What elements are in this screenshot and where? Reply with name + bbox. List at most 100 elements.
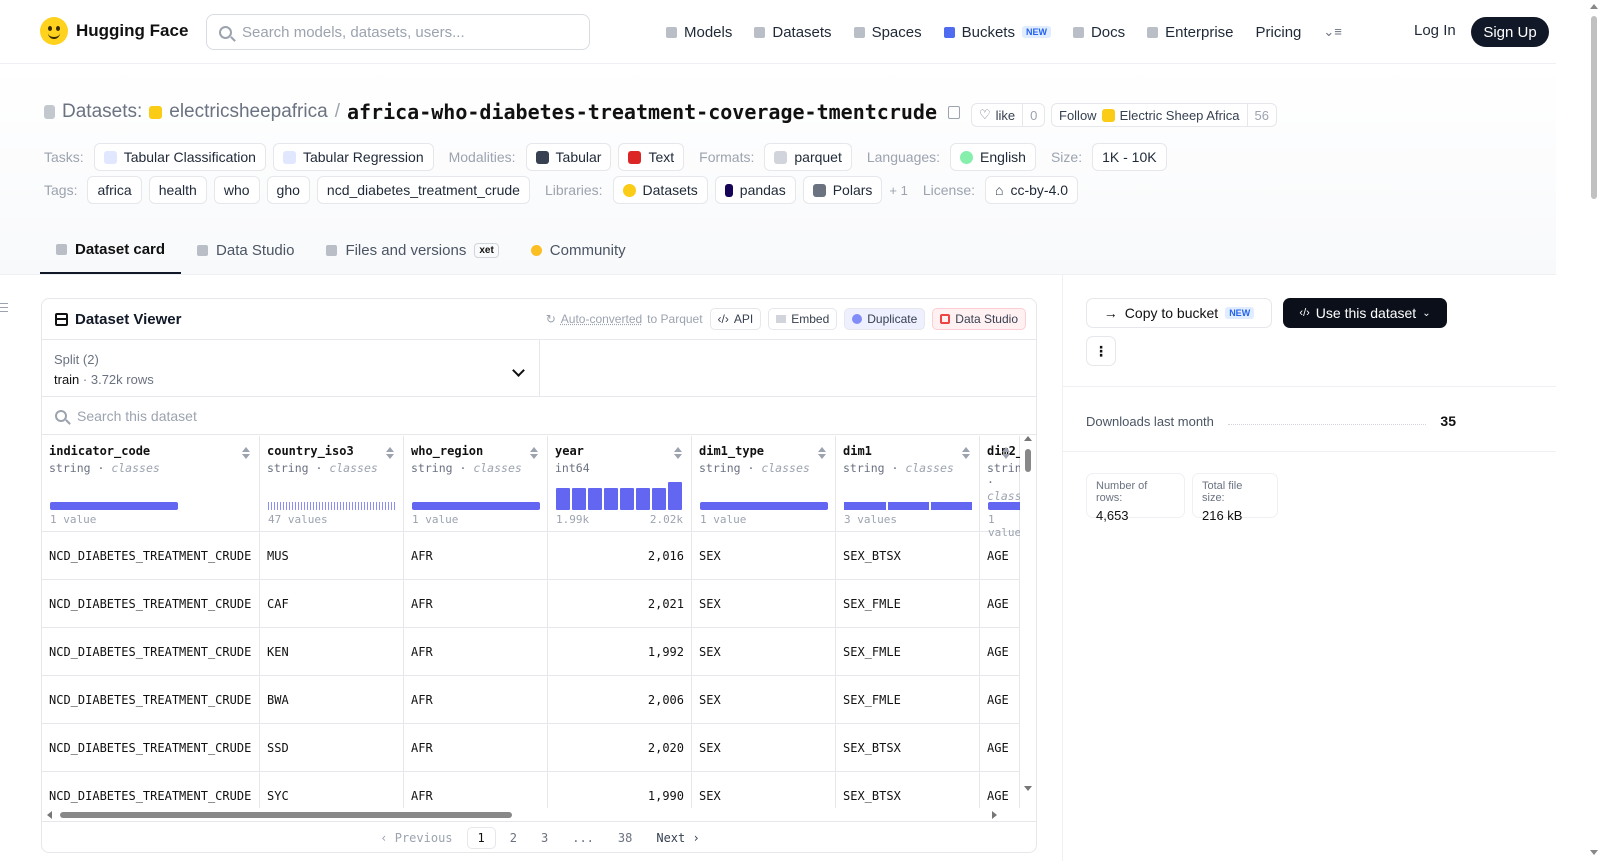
histogram-bar[interactable]	[636, 488, 650, 510]
page-button[interactable]: 1	[466, 827, 496, 849]
table-cell[interactable]: AGE	[980, 580, 1019, 628]
table-cell[interactable]: 2,006	[548, 676, 691, 724]
embed-button[interactable]: Embed	[768, 308, 838, 330]
language-tag[interactable]: English	[950, 143, 1036, 171]
table-cell[interactable]: NCD_DIABETES_TREATMENT_CRUDE	[42, 772, 259, 808]
table-cell[interactable]: AGE	[980, 532, 1019, 580]
column-header[interactable]: who_region string · classes 1 value	[404, 436, 547, 532]
tag-item[interactable]: who	[213, 176, 260, 204]
task-tag[interactable]: Tabular Regression	[272, 143, 434, 171]
sort-icon[interactable]	[962, 447, 970, 459]
tab-files[interactable]: Files and versions xet	[310, 226, 514, 274]
table-cell[interactable]: 1,990	[548, 772, 691, 808]
table-cell[interactable]: AGE	[980, 724, 1019, 772]
category-bar[interactable]	[931, 502, 972, 510]
next-page-button[interactable]: Next ›	[656, 831, 700, 845]
value-distribution-bar[interactable]	[988, 502, 1020, 510]
split-dropdown[interactable]: Split (2) train · 3.72k rows	[42, 340, 540, 396]
table-cell[interactable]: NCD_DIABETES_TREATMENT_CRUDE	[42, 628, 259, 676]
table-cell[interactable]: SEX	[692, 628, 835, 676]
data-studio-button[interactable]: Data Studio	[932, 308, 1026, 330]
value-distribution-bar[interactable]	[700, 502, 828, 510]
sort-icon[interactable]	[1002, 447, 1010, 459]
table-cell[interactable]: SSD	[260, 724, 403, 772]
tag-item[interactable]: ncd_diabetes_treatment_crude	[316, 176, 530, 204]
tab-community[interactable]: Community	[515, 226, 642, 274]
logo[interactable]: Hugging Face	[40, 17, 188, 45]
nav-spaces[interactable]: Spaces	[853, 24, 922, 41]
histogram-bar[interactable]	[588, 488, 602, 510]
histogram-bar[interactable]	[604, 488, 618, 510]
tab-data-studio[interactable]: Data Studio	[181, 226, 310, 274]
value-distribution-bar[interactable]	[50, 502, 178, 510]
column-header[interactable]: indicator_code string · classes 1 value	[42, 436, 259, 532]
value-distribution-bar[interactable]	[412, 502, 540, 510]
follow-button[interactable]: Follow Electric Sheep Africa 56	[1051, 103, 1277, 127]
table-cell[interactable]: AGE	[980, 676, 1019, 724]
modality-tag[interactable]: Tabular	[525, 143, 612, 171]
histogram-bar[interactable]	[668, 482, 682, 510]
api-button[interactable]: ‹/› API	[709, 308, 762, 330]
histogram-bar[interactable]	[556, 488, 570, 510]
sort-icon[interactable]	[674, 447, 682, 459]
size-tag[interactable]: 1K - 10K	[1092, 143, 1167, 171]
dataset-owner[interactable]: electricsheepafrica	[169, 101, 328, 122]
nav-models[interactable]: Models	[666, 24, 732, 41]
histogram-bar[interactable]	[572, 488, 586, 510]
table-cell[interactable]: 2,020	[548, 724, 691, 772]
more-options-button[interactable]: ⋮	[1086, 336, 1116, 366]
table-cell[interactable]: AFR	[404, 724, 547, 772]
table-cell[interactable]: SEX_BTSX	[836, 772, 979, 808]
table-cell[interactable]: AFR	[404, 532, 547, 580]
table-cell[interactable]: SEX_FMLE	[836, 676, 979, 724]
histogram-bar[interactable]	[652, 488, 666, 510]
column-header[interactable]: dim1 string · classes 3 values	[836, 436, 979, 532]
sort-icon[interactable]	[818, 447, 826, 459]
nav-buckets[interactable]: Buckets NEW	[943, 24, 1051, 41]
dataset-name[interactable]: africa-who-diabetes-treatment-coverage-t…	[346, 100, 937, 124]
page-scrollbar[interactable]	[1588, 0, 1600, 861]
signup-button[interactable]: Sign Up	[1471, 17, 1549, 47]
login-link[interactable]: Log In	[1414, 22, 1456, 39]
column-header[interactable]: country_iso3 string · classes 47 values	[260, 436, 403, 532]
category-bar[interactable]	[888, 502, 929, 510]
table-cell[interactable]: SEX_BTSX	[836, 724, 979, 772]
table-horizontal-scrollbar[interactable]	[47, 811, 997, 819]
page-button[interactable]: 38	[617, 831, 633, 845]
sort-icon[interactable]	[386, 447, 394, 459]
sort-icon[interactable]	[242, 447, 250, 459]
table-cell[interactable]: SEX_FMLE	[836, 580, 979, 628]
table-cell[interactable]: CAF	[260, 580, 403, 628]
nav-pricing[interactable]: Pricing	[1256, 24, 1302, 41]
table-cell[interactable]: SEX_BTSX	[836, 532, 979, 580]
category-bar[interactable]	[844, 502, 886, 510]
nav-datasets[interactable]: Datasets	[754, 24, 832, 41]
search-input[interactable]: Search models, datasets, users...	[206, 14, 590, 50]
table-vertical-scrollbar[interactable]	[1022, 436, 1034, 808]
library-tag[interactable]: Polars	[802, 176, 883, 204]
tag-item[interactable]: gho	[266, 176, 310, 204]
table-cell[interactable]: KEN	[260, 628, 403, 676]
table-cell[interactable]: AFR	[404, 580, 547, 628]
histogram-bar[interactable]	[620, 488, 634, 510]
table-cell[interactable]: AGE	[980, 628, 1019, 676]
copy-icon[interactable]	[947, 105, 960, 119]
table-cell[interactable]: AFR	[404, 628, 547, 676]
column-header[interactable]: dim1_type string · classes 1 value	[692, 436, 835, 532]
table-cell[interactable]: AGE	[980, 772, 1019, 808]
nav-docs[interactable]: Docs	[1072, 24, 1125, 41]
table-cell[interactable]: SEX	[692, 532, 835, 580]
table-cell[interactable]: SEX	[692, 676, 835, 724]
table-cell[interactable]: SEX	[692, 580, 835, 628]
page-button[interactable]: 3	[540, 831, 549, 845]
license-tag[interactable]: ⌂ cc-by-4.0	[985, 176, 1079, 204]
format-tag[interactable]: parquet	[764, 143, 852, 171]
table-cell[interactable]: NCD_DIABETES_TREATMENT_CRUDE	[42, 676, 259, 724]
task-tag[interactable]: Tabular Classification	[93, 143, 266, 171]
table-cell[interactable]: 2,016	[548, 532, 691, 580]
table-cell[interactable]: AFR	[404, 772, 547, 808]
toc-toggle-icon[interactable]	[0, 303, 8, 315]
table-cell[interactable]: NCD_DIABETES_TREATMENT_CRUDE	[42, 724, 259, 772]
table-cell[interactable]: SEX_FMLE	[836, 628, 979, 676]
